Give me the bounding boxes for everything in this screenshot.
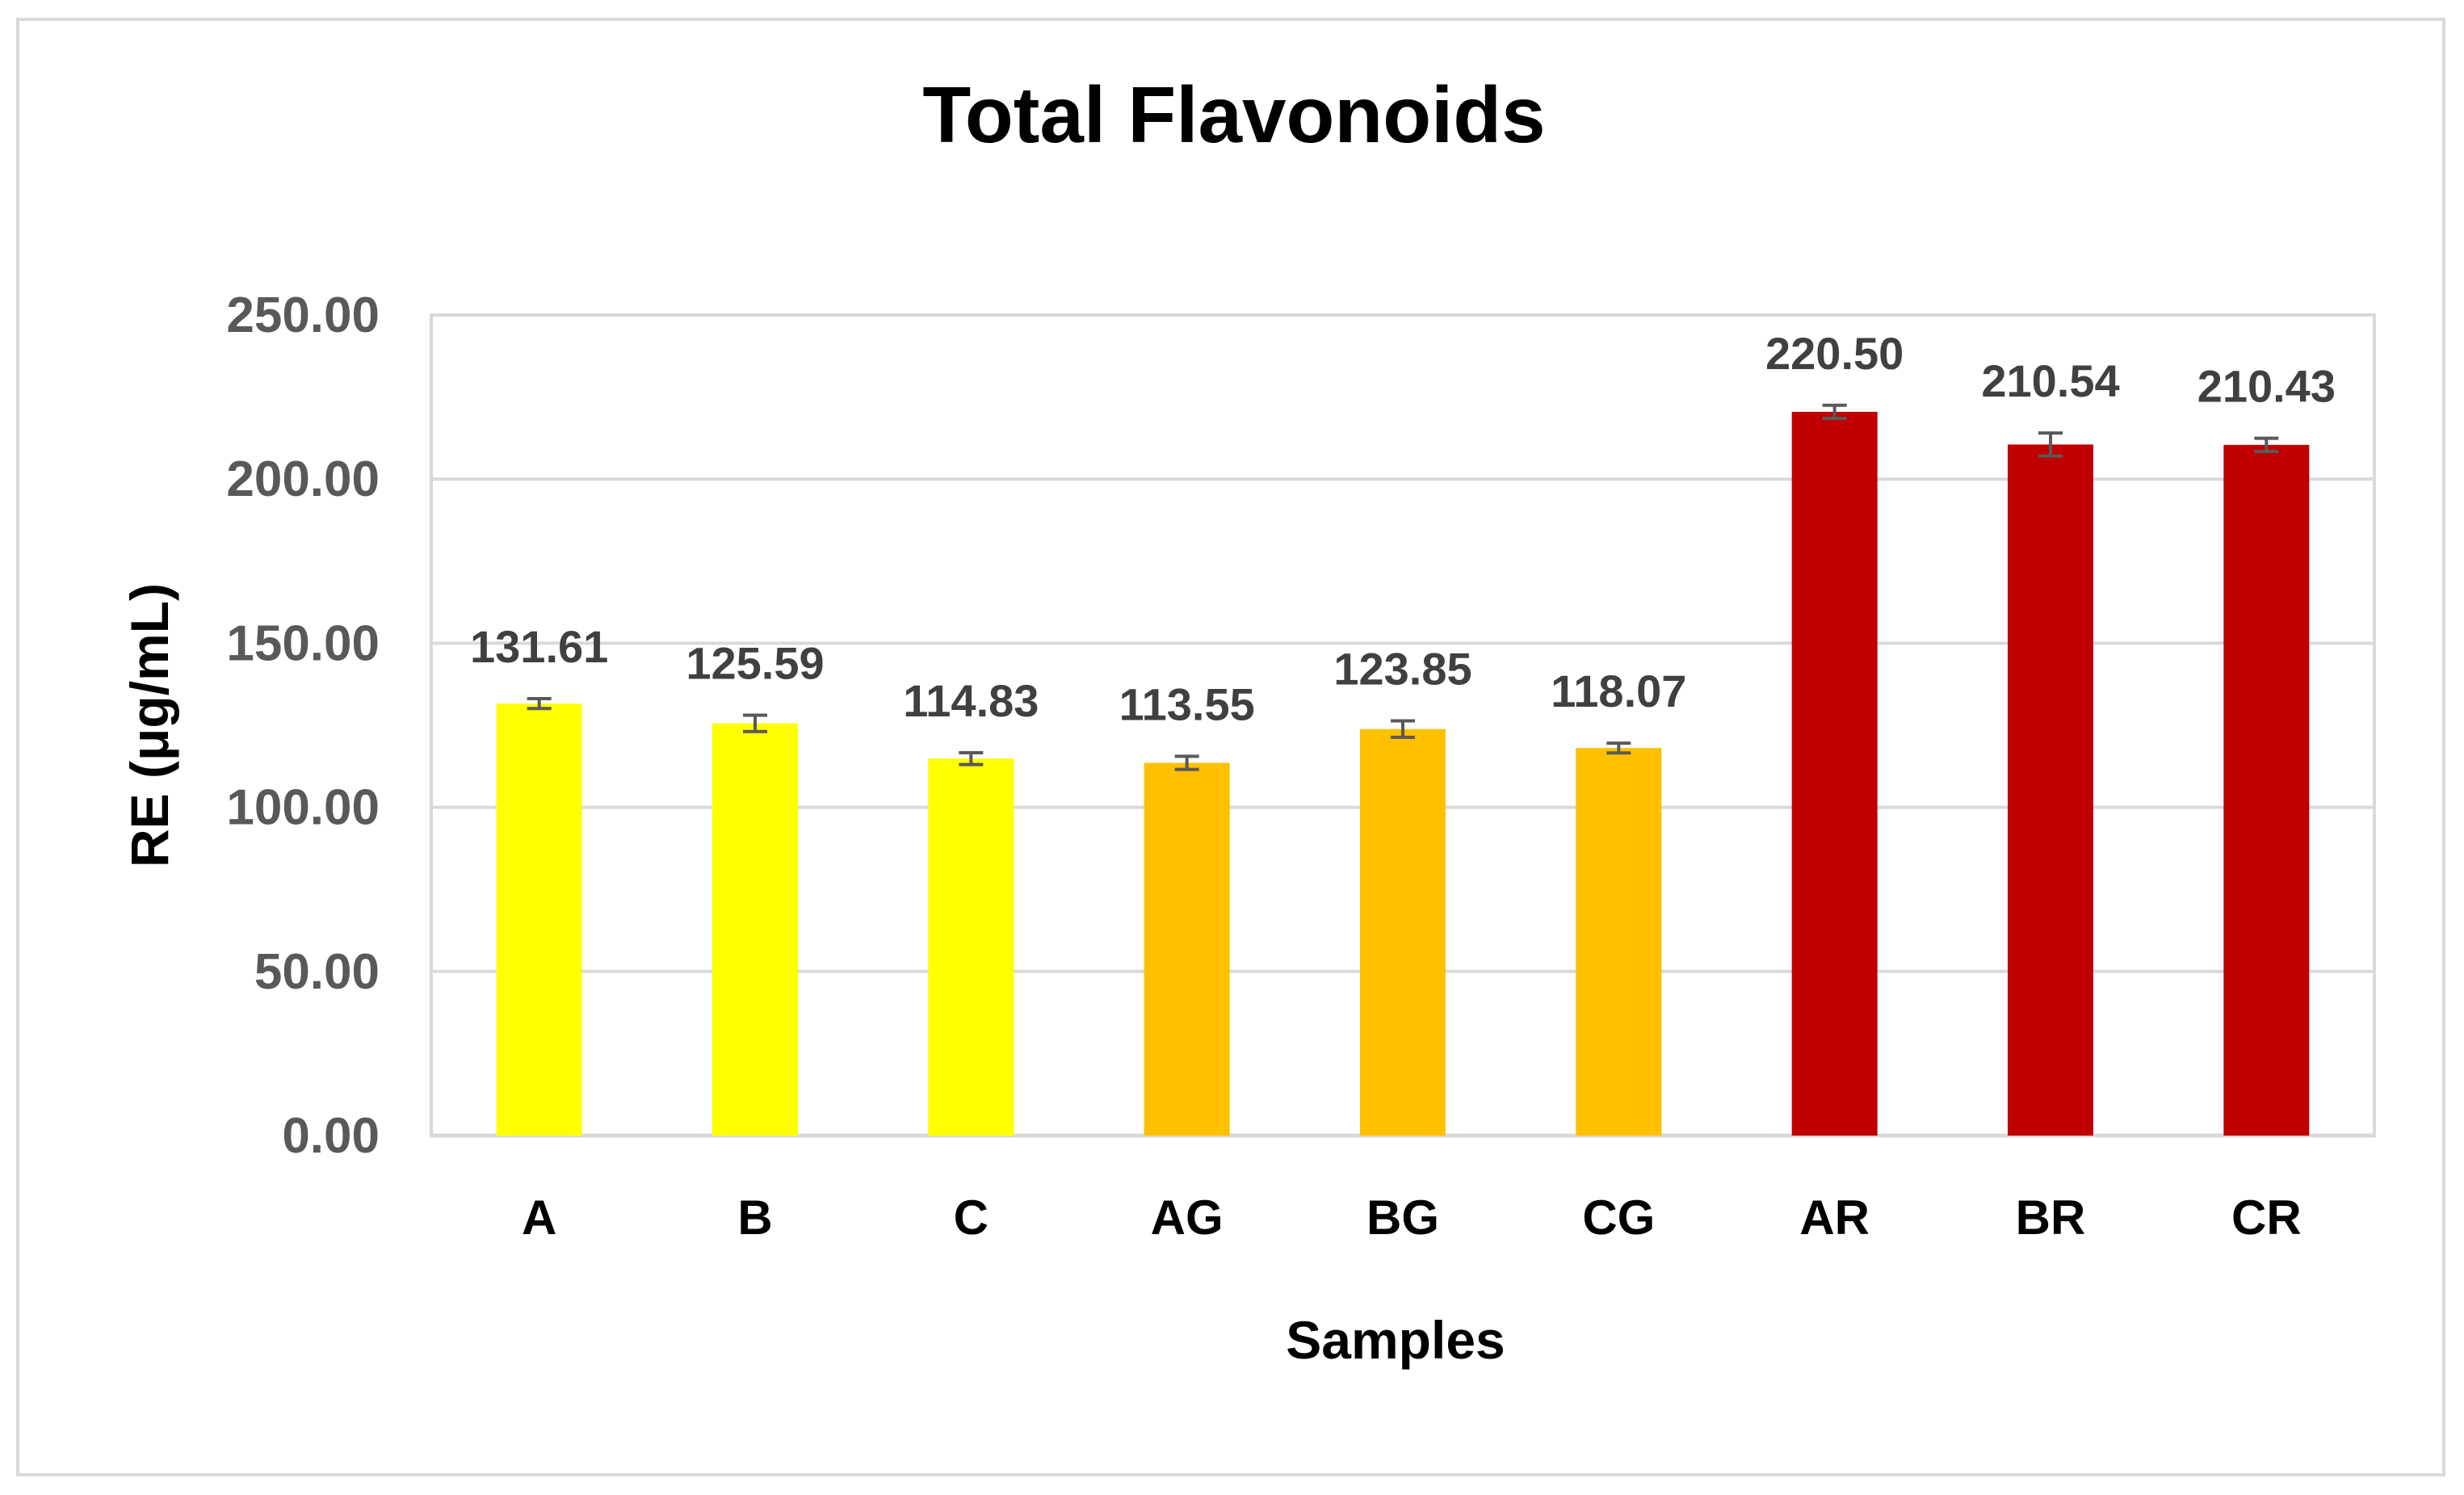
y-tick-label: 0.00	[282, 1108, 380, 1164]
data-label-ag: 113.55	[1119, 678, 1255, 729]
bar-br	[2008, 444, 2093, 1136]
x-tick-label-ag: AG	[1151, 1191, 1224, 1245]
data-label-cr: 210.43	[2197, 361, 2336, 412]
x-tick-label-cg: CG	[1582, 1191, 1655, 1245]
x-tick-label-a: A	[522, 1191, 556, 1245]
data-label-br: 210.54	[1981, 355, 2119, 406]
x-tick-label-br: BR	[2016, 1191, 2086, 1245]
bar-a	[496, 703, 582, 1136]
x-axis-label: Samples	[1286, 1310, 1505, 1370]
bar-cg	[1576, 748, 1662, 1136]
x-axis-ticks: A B C AG BG CG AR BR CR	[522, 1191, 2302, 1245]
x-tick-label-ar: AR	[1799, 1191, 1870, 1245]
bar-b	[712, 723, 798, 1136]
data-label-ar: 220.50	[1765, 328, 1904, 379]
data-label-cg: 118.07	[1551, 666, 1686, 716]
data-label-a: 131.61	[470, 621, 608, 672]
y-tick-label: 150.00	[226, 615, 380, 671]
y-axis-label: RE (μg/mL)	[120, 583, 179, 867]
bar-cr	[2223, 444, 2310, 1136]
x-tick-label-b: B	[737, 1191, 772, 1245]
data-label-bg: 123.85	[1333, 644, 1471, 695]
bar-ag	[1144, 762, 1230, 1136]
data-label-b: 125.59	[686, 637, 824, 688]
y-tick-label: 100.00	[226, 780, 380, 836]
x-tick-label-cr: CR	[2231, 1191, 2302, 1245]
y-tick-label: 200.00	[226, 451, 380, 507]
bar-ar	[1791, 411, 1878, 1136]
data-labels: 131.61 125.59 114.83 113.55 123.85 118.07 220.…	[470, 328, 2336, 730]
y-tick-label: 50.00	[254, 944, 380, 1000]
chart-title: Total Flavonoids	[922, 70, 1545, 159]
y-tick-label: 250.00	[226, 288, 380, 343]
x-tick-label-c: C	[954, 1191, 989, 1245]
y-axis-ticks: 0.00 50.00 100.00 150.00 200.00 250.00	[226, 288, 380, 1164]
x-tick-label-bg: BG	[1366, 1191, 1439, 1245]
bar-bg	[1360, 729, 1446, 1136]
bars	[496, 411, 2310, 1136]
data-label-c: 114.83	[903, 675, 1039, 726]
error-bars	[527, 403, 2279, 771]
bar-c	[928, 758, 1014, 1136]
